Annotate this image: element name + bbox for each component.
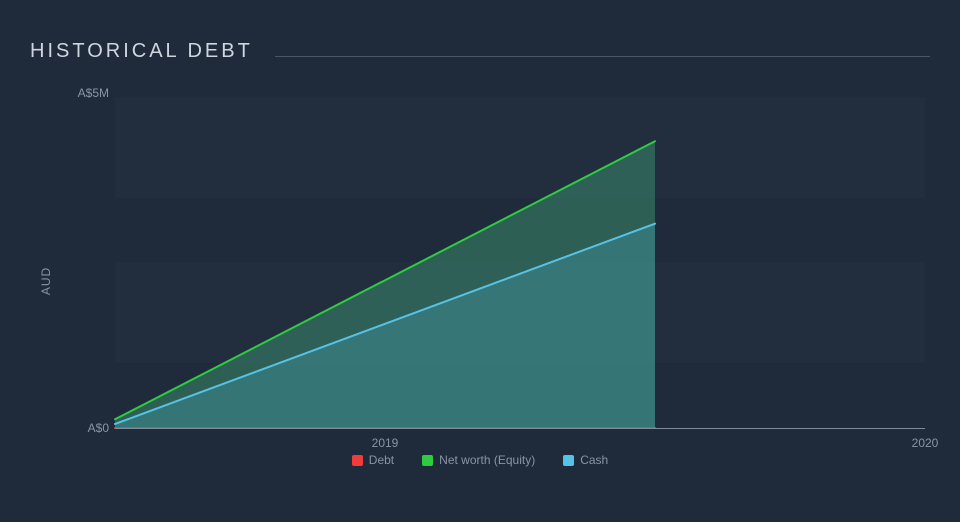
legend: Debt Net worth (Equity) Cash xyxy=(30,453,930,467)
legend-swatch-cash xyxy=(563,455,574,466)
x-tick-label: 2019 xyxy=(372,436,399,450)
chart-area: AUD A$0A$5M20192020DebtNet worth (Equity… xyxy=(30,81,930,481)
grid-band xyxy=(115,97,925,198)
title-row: HISTORICAL DEBT xyxy=(30,40,930,63)
legend-item-debt[interactable]: Debt xyxy=(352,453,394,467)
legend-label: Debt xyxy=(369,453,394,467)
legend-label: Cash xyxy=(580,453,608,467)
chart-container: HISTORICAL DEBT AUD A$0A$5M20192020DebtN… xyxy=(0,0,960,522)
legend-item-cash[interactable]: Cash xyxy=(563,453,608,467)
x-tick-label: 2020 xyxy=(912,436,939,450)
legend-swatch-debt xyxy=(352,455,363,466)
legend-swatch-equity xyxy=(422,455,433,466)
plot-svg xyxy=(30,81,927,430)
title-rule xyxy=(275,56,930,57)
chart-title: HISTORICAL DEBT xyxy=(30,40,253,63)
legend-item-equity[interactable]: Net worth (Equity) xyxy=(422,453,535,467)
legend-label: Net worth (Equity) xyxy=(439,453,535,467)
